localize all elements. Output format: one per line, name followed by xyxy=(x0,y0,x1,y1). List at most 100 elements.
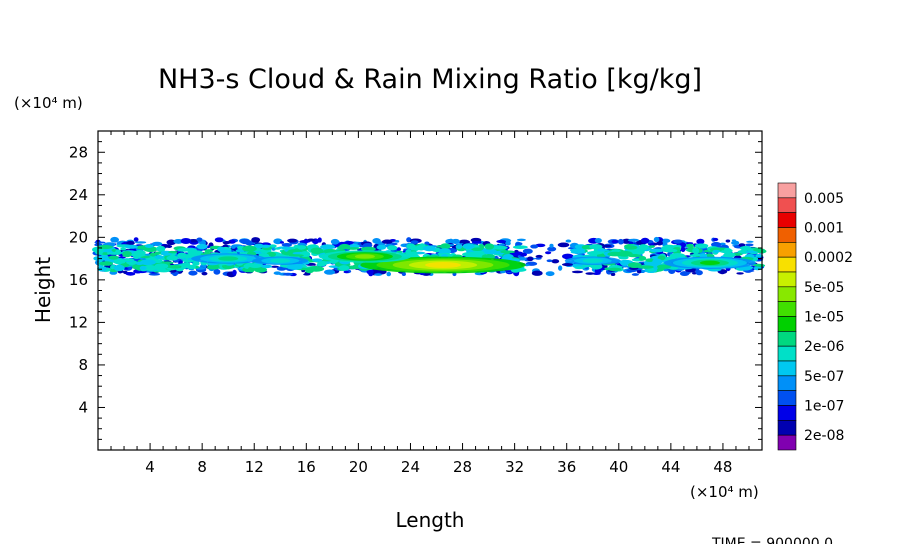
cloud-cell xyxy=(514,251,524,255)
colorbar-label: 1e-05 xyxy=(804,310,844,326)
colorbar-swatch xyxy=(777,242,797,258)
cloud-cell xyxy=(188,270,198,276)
colorbar-swatch xyxy=(777,271,797,288)
cloud-cell xyxy=(522,248,533,254)
cloud-cell xyxy=(230,245,236,249)
cloud-cell xyxy=(483,248,497,255)
cloud-cell xyxy=(570,250,586,254)
cloud-cell xyxy=(168,264,182,269)
cloud-cell xyxy=(394,240,400,243)
cloud-cell xyxy=(535,254,543,259)
cloud-cell xyxy=(440,243,451,250)
colorbar-swatch xyxy=(777,331,797,347)
y-tick-label: 28 xyxy=(69,143,88,161)
cloud-cell xyxy=(590,263,603,270)
cloud-cell xyxy=(139,265,147,271)
cloud-cell xyxy=(151,241,163,246)
cloud-cell xyxy=(139,259,156,266)
cloud-cell xyxy=(551,259,560,264)
cloud-cell xyxy=(712,237,719,242)
cloud-cell xyxy=(624,245,638,250)
cloud-cell xyxy=(549,243,554,248)
cloud-cell xyxy=(97,245,113,250)
cloud-cell xyxy=(196,243,208,250)
cloud-cell xyxy=(387,245,398,251)
cloud-cell xyxy=(270,265,280,268)
cloud-cell xyxy=(585,272,595,275)
cloud-cell xyxy=(438,248,451,255)
cloud-cell xyxy=(736,272,744,275)
cloud-cell xyxy=(260,244,271,248)
cloud-cell xyxy=(346,247,361,250)
chart-title: NH3-s Cloud & Rain Mixing Ratio [kg/kg] xyxy=(158,64,702,95)
cloud-cell xyxy=(282,272,293,276)
cloud-cell xyxy=(277,246,290,249)
cloud-cell xyxy=(492,245,508,250)
colorbar-swatch xyxy=(777,316,797,332)
cloud-cell xyxy=(317,261,328,266)
cloud-cell xyxy=(619,260,630,266)
cloud-cell xyxy=(311,258,323,262)
cloud-cell xyxy=(113,264,125,272)
cloud-cell xyxy=(594,237,602,244)
cloud-cell xyxy=(124,258,134,262)
cloud-cell xyxy=(376,244,387,250)
cloud-core xyxy=(218,256,239,261)
colorbar-swatch xyxy=(777,197,797,213)
colorbar-swatch xyxy=(777,420,797,436)
cloud-cell xyxy=(180,238,192,244)
cloud-cell xyxy=(546,259,553,263)
cloud-cell xyxy=(462,243,475,250)
cloud-cell xyxy=(737,249,750,254)
x-tick-label: 16 xyxy=(297,458,316,476)
colorbar: 0.005 0.001 0.0002 5e-05 1e-05 2e-06 5e-07 1e-0… xyxy=(777,182,853,451)
cloud-cell xyxy=(663,244,676,250)
cloud-cell xyxy=(281,243,293,247)
x-unit-label: (×10⁴ m) xyxy=(690,483,759,501)
cloud-cell xyxy=(304,267,315,274)
cloud-cell xyxy=(242,245,257,252)
cloud-cell xyxy=(166,255,179,261)
cloud-cell xyxy=(124,244,139,249)
x-tick-label: 20 xyxy=(349,458,368,476)
cloud-cell xyxy=(471,240,482,244)
x-tick-label: 12 xyxy=(245,458,264,476)
cloud-cell xyxy=(422,245,436,252)
cloud-cell xyxy=(436,245,446,248)
colorbar-swatch xyxy=(777,360,797,377)
cloud-cell xyxy=(692,247,700,254)
cloud-cell xyxy=(260,264,273,269)
cloud-cell xyxy=(113,258,126,265)
y-unit-label: (×10⁴ m) xyxy=(14,94,83,112)
x-tick-label: 48 xyxy=(713,458,732,476)
colorbar-swatch xyxy=(777,256,797,273)
cloud-cell xyxy=(360,246,376,252)
cloud-cell xyxy=(133,250,146,256)
colorbar-swatch xyxy=(777,434,797,451)
x-tick-label: 44 xyxy=(661,458,680,476)
cloud-cell xyxy=(451,238,461,244)
cloud-cell xyxy=(516,238,526,242)
cloud-cell xyxy=(249,263,262,269)
cloud-cell xyxy=(638,256,647,261)
colorbar-label: 0.001 xyxy=(804,221,844,237)
cloud-cell xyxy=(211,264,220,270)
cloud-cell xyxy=(372,238,381,244)
colorbar-label: 2e-06 xyxy=(804,339,844,355)
cloud-cell xyxy=(738,243,746,247)
cloud-cell xyxy=(410,251,418,257)
x-tick-label: 24 xyxy=(401,458,420,476)
cloud-cell xyxy=(120,270,128,274)
cloud-cell xyxy=(253,243,265,249)
cloud-cell xyxy=(135,261,144,266)
cloud-cell xyxy=(607,251,623,257)
cloud-cell xyxy=(144,244,154,248)
cloud-cell xyxy=(154,254,164,260)
y-tick-label: 12 xyxy=(69,313,88,331)
cloud-cell xyxy=(653,236,660,243)
cloud-cell xyxy=(692,272,697,275)
cloud-cell xyxy=(589,244,603,250)
cloud-cell xyxy=(638,244,649,251)
cloud-cell xyxy=(94,241,106,244)
